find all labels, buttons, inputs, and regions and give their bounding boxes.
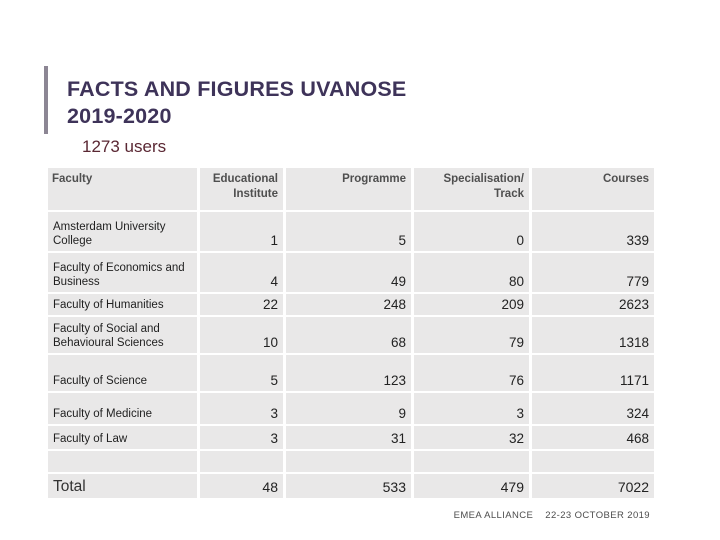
value-cell: 22 [200, 294, 283, 315]
value-cell: 3 [200, 426, 283, 449]
value-cell [200, 451, 283, 472]
table-body: Amsterdam University College 1 5 0 339 Facult… [48, 212, 654, 498]
value-cell [532, 451, 654, 472]
value-cell: 80 [414, 253, 529, 292]
value-cell: 7022 [532, 474, 654, 498]
value-cell: 479 [414, 474, 529, 498]
value-cell: 339 [532, 212, 654, 251]
table-row: Faculty of Economics and Business 4 49 80 77… [48, 253, 654, 292]
table-header-row: Faculty Educational Institute Programme Spe… [48, 168, 654, 210]
value-cell: 5 [286, 212, 411, 251]
value-cell: 31 [286, 426, 411, 449]
value-cell: 10 [200, 317, 283, 353]
faculty-cell [48, 451, 197, 472]
column-header: Courses [532, 168, 654, 210]
value-cell: 4 [200, 253, 283, 292]
table-row: Total 48 533 479 7022 [48, 474, 654, 498]
value-cell [414, 451, 529, 472]
footer-event-date: 22-23 OCTOBER 2019 [545, 510, 650, 521]
value-cell: 49 [286, 253, 411, 292]
table-row: Faculty of Social and Behavioural Scienc… [48, 317, 654, 353]
value-cell: 123 [286, 355, 411, 391]
slide-title: FACTS AND FIGURES UVANOSE 2019-2020 [67, 76, 667, 130]
slide-footer: EMEA ALLIANCE 22-23 OCTOBER 2019 [454, 510, 650, 521]
value-cell: 779 [532, 253, 654, 292]
slide-title-line2: 2019-2020 [67, 104, 172, 128]
value-cell [286, 451, 411, 472]
value-cell: 2623 [532, 294, 654, 315]
table-row: Faculty of Humanities 22 248 209 2623 [48, 294, 654, 315]
faculty-cell: Faculty of Medicine [48, 393, 197, 424]
faculty-cell: Faculty of Social and Behavioural Scienc… [48, 317, 197, 353]
value-cell: 468 [532, 426, 654, 449]
table-row: Faculty of Science 5 123 76 1171 [48, 355, 654, 391]
faculty-cell: Faculty of Science [48, 355, 197, 391]
slide-subtitle: 1273 users [82, 137, 167, 156]
footer-event-name: EMEA ALLIANCE [453, 510, 534, 521]
table-row: Amsterdam University College 1 5 0 339 [48, 212, 654, 251]
value-cell: 5 [200, 355, 283, 391]
title-accent-bar [44, 66, 48, 134]
value-cell: 68 [286, 317, 411, 353]
value-cell: 1 [200, 212, 283, 251]
value-cell: 248 [286, 294, 411, 315]
faculty-cell: Total [48, 474, 197, 498]
faculty-cell: Faculty of Law [48, 426, 197, 449]
column-header: Specialisation/ Track [414, 168, 529, 210]
value-cell: 1318 [532, 317, 654, 353]
value-cell: 324 [532, 393, 654, 424]
column-header: Educational Institute [200, 168, 283, 210]
facts-table-container: Faculty Educational Institute Programme Spe… [45, 166, 657, 500]
value-cell: 0 [414, 212, 529, 251]
faculty-cell: Faculty of Economics and Business [48, 253, 197, 292]
value-cell: 533 [286, 474, 411, 498]
value-cell: 79 [414, 317, 529, 353]
value-cell: 3 [414, 393, 529, 424]
value-cell: 9 [286, 393, 411, 424]
table-row-empty [48, 451, 654, 472]
value-cell: 48 [200, 474, 283, 498]
faculty-cell: Faculty of Humanities [48, 294, 197, 315]
faculty-cell: Amsterdam University College [48, 212, 197, 251]
slide-title-line1: FACTS AND FIGURES UVANOSE [67, 77, 407, 101]
table-row: Faculty of Law 3 31 32 468 [48, 426, 654, 449]
facts-table: Faculty Educational Institute Programme Spe… [45, 166, 657, 500]
value-cell: 3 [200, 393, 283, 424]
value-cell: 1171 [532, 355, 654, 391]
value-cell: 32 [414, 426, 529, 449]
value-cell: 209 [414, 294, 529, 315]
column-header: Faculty [48, 168, 197, 210]
column-header: Programme [286, 168, 411, 210]
value-cell: 76 [414, 355, 529, 391]
table-row: Faculty of Medicine 3 9 3 324 [48, 393, 654, 424]
